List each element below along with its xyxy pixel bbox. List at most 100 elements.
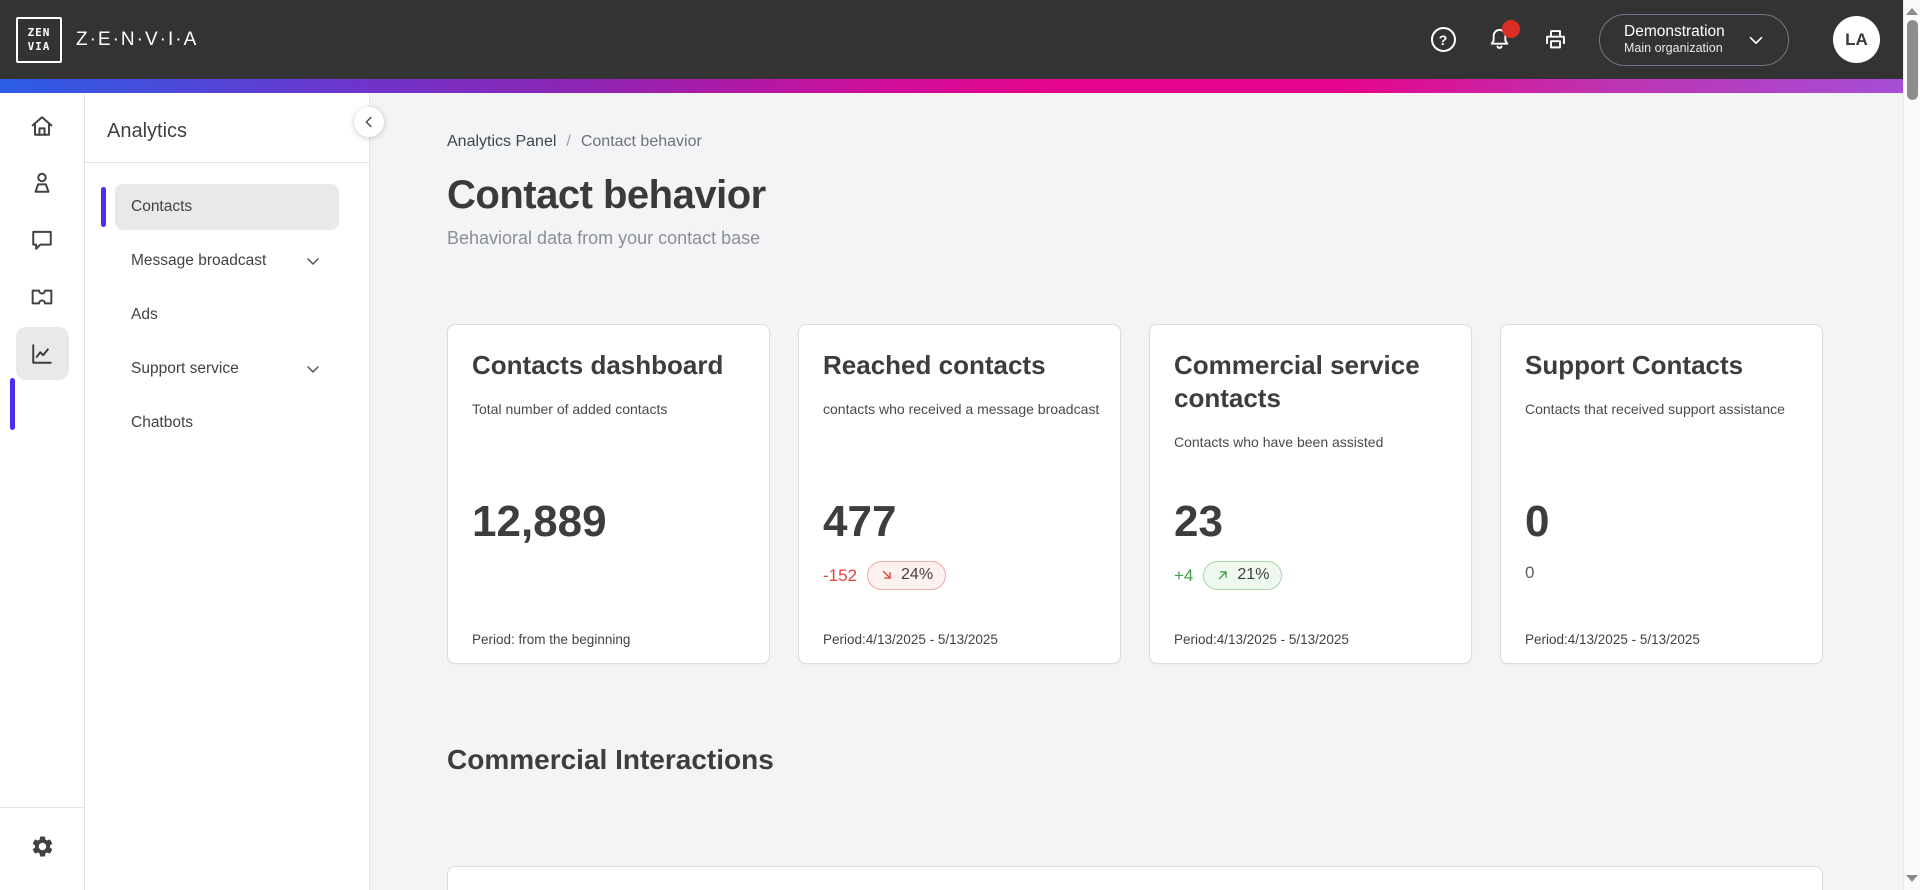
chevron-left-icon bbox=[365, 116, 372, 128]
card-contacts-dashboard: Contacts dashboard Total number of added… bbox=[447, 324, 770, 664]
chevron-down-icon bbox=[307, 366, 319, 373]
sidebar-item-label: Support service bbox=[131, 360, 239, 377]
user-avatar[interactable]: LA bbox=[1833, 16, 1880, 63]
card-value: 23 bbox=[1174, 497, 1223, 546]
card-description: Contacts that received support assistanc… bbox=[1525, 401, 1785, 418]
rail-item-analytics[interactable] bbox=[14, 325, 71, 382]
card-delta-row: +4 21% bbox=[1174, 561, 1283, 590]
delta-value: +4 bbox=[1174, 565, 1194, 585]
sidebar-item-chatbots[interactable]: Chatbots bbox=[115, 400, 339, 446]
card-period: Period:4/13/2025 - 5/13/2025 bbox=[1174, 632, 1349, 647]
breadcrumb-separator: / bbox=[566, 133, 571, 150]
card-secondary-value: 0 bbox=[1525, 563, 1535, 582]
organization-subtitle: Main organization bbox=[1624, 41, 1723, 56]
kpi-cards-row: Contacts dashboard Total number of added… bbox=[447, 324, 1823, 664]
sidebar-list: Contacts Message broadcast Ads Support s… bbox=[85, 163, 369, 446]
card-title: Support Contacts bbox=[1525, 350, 1744, 380]
card-title: Contacts dashboard bbox=[472, 350, 724, 380]
rail-item-contacts[interactable] bbox=[14, 154, 71, 211]
notifications-button[interactable] bbox=[1485, 19, 1520, 54]
chevron-down-icon bbox=[1749, 36, 1763, 44]
card-value: 0 bbox=[1525, 497, 1550, 546]
trend-badge-up: 21% bbox=[1203, 561, 1283, 590]
main-content: Analytics Panel / Contact behavior Conta… bbox=[370, 93, 1920, 890]
top-bar-actions: ? Demonstration Main organiz bbox=[1401, 13, 1880, 66]
trend-badge-down: 24% bbox=[867, 561, 947, 590]
organization-switcher[interactable]: Demonstration Main organization bbox=[1599, 13, 1789, 66]
delta-value: -152 bbox=[823, 565, 858, 585]
card-support-contacts: Support Contacts Contacts that received … bbox=[1500, 324, 1823, 664]
sidebar-item-label: Chatbots bbox=[131, 414, 194, 431]
rail-item-settings[interactable] bbox=[30, 834, 55, 862]
printer-icon bbox=[1545, 30, 1565, 49]
rail-footer bbox=[0, 807, 84, 890]
zenvia-logo-icon[interactable]: ZEN VIA bbox=[16, 16, 62, 63]
organization-labels: Demonstration Main organization bbox=[1624, 22, 1725, 57]
rail-selected-indicator bbox=[10, 378, 15, 430]
sidebar-item-message-broadcast[interactable]: Message broadcast bbox=[115, 238, 339, 284]
card-delta-row: -152 24% bbox=[823, 561, 947, 590]
card-value: 477 bbox=[823, 497, 897, 546]
trend-down-icon bbox=[882, 570, 891, 579]
brand: ZEN VIA Z·E·N·V·I·A bbox=[16, 16, 199, 63]
breadcrumb-current: Contact behavior bbox=[580, 133, 702, 150]
rail-item-home[interactable] bbox=[14, 97, 71, 154]
breadcrumb-analytics-panel[interactable]: Analytics Panel bbox=[447, 133, 557, 150]
sidebar-collapse-button[interactable] bbox=[354, 107, 384, 137]
card-description: Contacts who have been assisted bbox=[1174, 434, 1384, 451]
page-scrollbar[interactable] bbox=[1903, 0, 1920, 890]
trend-up-icon bbox=[1219, 571, 1228, 580]
scroll-down-arrow[interactable] bbox=[1906, 875, 1918, 882]
home-icon bbox=[31, 115, 53, 136]
chat-bubble-icon bbox=[32, 230, 52, 250]
rail-item-conversations[interactable] bbox=[14, 211, 71, 268]
card-reached-contacts: Reached contacts contacts who received a… bbox=[798, 324, 1121, 664]
sidebar-item-label: Ads bbox=[131, 306, 158, 323]
card-period: Period: from the beginning bbox=[472, 632, 631, 647]
card-title: Reached contacts bbox=[823, 350, 1046, 380]
scrollbar-thumb[interactable] bbox=[1906, 20, 1918, 100]
analytics-sidebar: Analytics Contacts Message broadcast Ads… bbox=[85, 93, 384, 890]
page-subtitle: Behavioral data from your contact base bbox=[447, 228, 761, 248]
brand-name: Z·E·N·V·I·A bbox=[76, 28, 199, 50]
sidebar-item-label: Message broadcast bbox=[131, 252, 267, 269]
commercial-interactions-card-partial bbox=[447, 866, 1823, 890]
trend-percent: 24% bbox=[901, 566, 934, 583]
sidebar-divider bbox=[85, 162, 369, 163]
sidebar-item-contacts[interactable]: Contacts bbox=[101, 184, 339, 230]
scroll-up-arrow[interactable] bbox=[1906, 8, 1918, 15]
line-chart-icon bbox=[32, 343, 52, 364]
chevron-down-icon bbox=[307, 258, 319, 265]
brand-gradient-bar bbox=[0, 79, 1920, 93]
card-value: 12,889 bbox=[472, 497, 607, 546]
trend-percent: 21% bbox=[1237, 566, 1270, 583]
logo-line-2: VIA bbox=[27, 39, 51, 53]
sidebar-item-support-service[interactable]: Support service bbox=[115, 346, 339, 392]
section-title-commercial-interactions: Commercial Interactions bbox=[447, 744, 774, 775]
sidebar-item-ads[interactable]: Ads bbox=[115, 292, 339, 338]
card-commercial-service-contacts: Commercial service contacts Contacts who… bbox=[1149, 324, 1472, 664]
print-button[interactable] bbox=[1541, 26, 1569, 54]
card-description: contacts who received a message broadcas… bbox=[823, 401, 1100, 418]
logo-line-1: ZEN bbox=[27, 26, 51, 40]
card-period: Period:4/13/2025 - 5/13/2025 bbox=[823, 632, 998, 647]
card-period: Period:4/13/2025 - 5/13/2025 bbox=[1525, 632, 1700, 647]
page-title: Contact behavior bbox=[447, 173, 766, 217]
sidebar-title: Analytics bbox=[107, 120, 188, 142]
rail-item-tickets[interactable] bbox=[14, 268, 71, 325]
help-icon: ? bbox=[1430, 27, 1456, 52]
notification-dot bbox=[1502, 19, 1520, 38]
breadcrumb: Analytics Panel / Contact behavior bbox=[447, 133, 1920, 151]
card-title: Commercial service contacts bbox=[1174, 350, 1420, 414]
ticket-icon bbox=[31, 289, 53, 304]
body: Analytics Contacts Message broadcast Ads… bbox=[0, 93, 1920, 890]
card-description: Total number of added contacts bbox=[472, 401, 668, 418]
top-bar: ZEN VIA Z·E·N·V·I·A ? bbox=[0, 0, 1920, 79]
contact-person-icon bbox=[34, 172, 50, 193]
help-button[interactable]: ? bbox=[1429, 26, 1457, 54]
organization-name: Demonstration bbox=[1624, 23, 1725, 40]
gear-icon bbox=[32, 836, 52, 857]
icon-rail bbox=[0, 93, 85, 890]
sidebar-item-label: Contacts bbox=[131, 198, 193, 215]
